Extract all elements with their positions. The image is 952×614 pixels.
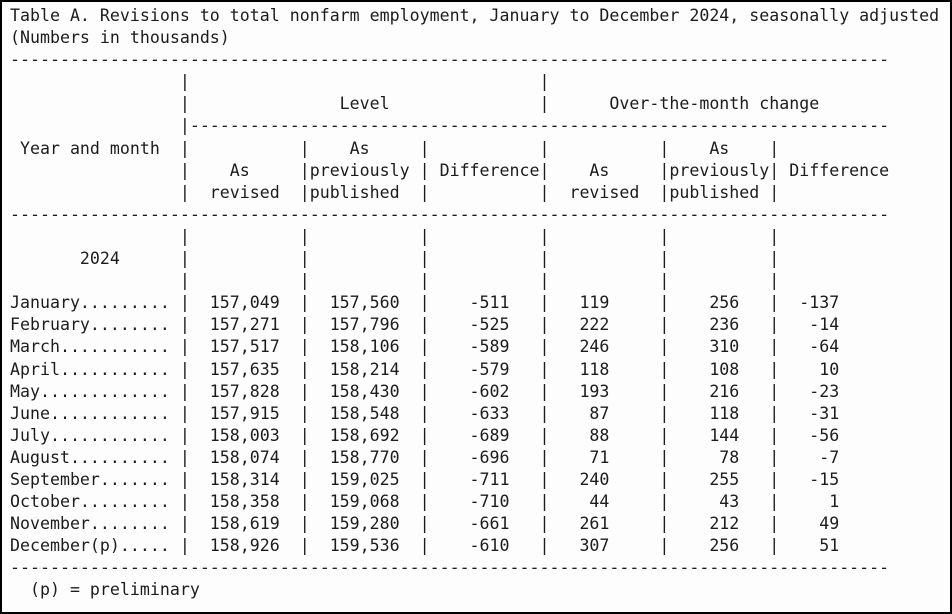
- table-subtitle: (Numbers in thousands): [10, 28, 230, 48]
- table-grid: ----------------------------------------…: [10, 50, 890, 578]
- table-title: Table A. Revisions to total nonfarm empl…: [10, 6, 940, 25]
- nonfarm-revisions-table: Table A. Revisions to total nonfarm empl…: [2, 2, 950, 602]
- table-footnote: (p) = preliminary: [10, 580, 200, 600]
